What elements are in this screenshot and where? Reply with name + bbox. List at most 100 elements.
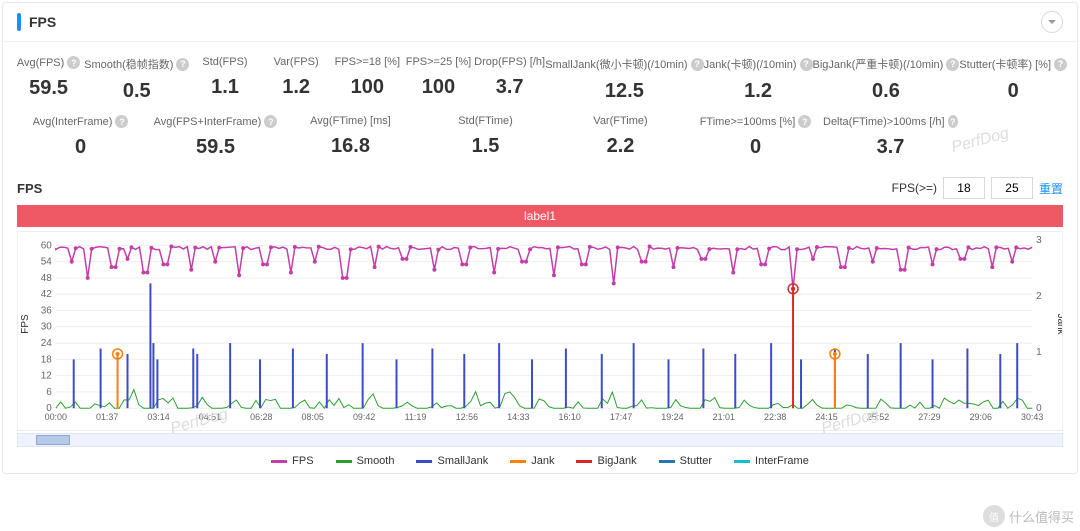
chevron-down-icon (1047, 17, 1057, 27)
help-icon[interactable]: ? (176, 58, 189, 71)
metric: Std(FTime)1.5 (418, 115, 553, 159)
svg-text:60: 60 (41, 240, 53, 251)
legend-label: FPS (292, 455, 313, 467)
metric-value: 16.8 (283, 135, 418, 158)
metric: Jank(卡顿)(/10min)? 1.2 (704, 56, 813, 103)
legend-item[interactable]: Jank (510, 455, 554, 467)
help-icon[interactable]: ? (800, 58, 813, 71)
help-icon[interactable]: ? (67, 56, 80, 69)
metric-label: Jank(卡顿)(/10min)? (704, 56, 813, 72)
legend-label: Stutter (680, 455, 712, 467)
svg-text:FPS: FPS (20, 314, 31, 334)
metric-label: Stutter(卡顿率) [%]? (959, 56, 1067, 72)
metric: FPS>=25 [%] 100 (403, 56, 474, 103)
legend: FPS Smooth SmallJank Jank BigJank Stutter Inte… (17, 455, 1063, 467)
svg-text:21:01: 21:01 (713, 412, 735, 422)
svg-text:14:33: 14:33 (507, 412, 529, 422)
svg-text:19:24: 19:24 (661, 412, 683, 422)
reset-link[interactable]: 重置 (1039, 180, 1063, 197)
metric-label: Smooth(稳帧指数)? (84, 56, 189, 72)
legend-swatch (416, 460, 432, 463)
label-bar: label1 (17, 205, 1063, 227)
legend-label: SmallJank (437, 455, 488, 467)
legend-swatch (271, 460, 287, 463)
metric: Var(FPS) 1.2 (261, 56, 332, 103)
svg-text:24: 24 (41, 338, 53, 349)
svg-text:29:06: 29:06 (970, 412, 992, 422)
metric-value: 1.5 (418, 135, 553, 158)
svg-text:54: 54 (41, 257, 53, 268)
metric-label: Var(FPS) (261, 56, 332, 68)
metric: Delta(FTime)>100ms [/h]?3.7 (823, 115, 958, 159)
help-icon[interactable]: ? (1054, 58, 1067, 71)
legend-item[interactable]: Smooth (336, 455, 395, 467)
legend-item[interactable]: FPS (271, 455, 313, 467)
metric: BigJank(严重卡顿)(/10min)?0.6 (813, 56, 960, 103)
legend-label: Smooth (357, 455, 395, 467)
svg-text:30:43: 30:43 (1021, 412, 1043, 422)
chart-plot[interactable]: 06121824303642485460012300:0001:3703:140… (17, 231, 1063, 431)
legend-label: BigJank (597, 455, 636, 467)
legend-item[interactable]: Stutter (659, 455, 712, 467)
svg-text:16:10: 16:10 (558, 412, 580, 422)
help-icon[interactable]: ? (115, 115, 128, 128)
metric-value: 1.2 (261, 76, 332, 99)
svg-text:01:37: 01:37 (96, 412, 118, 422)
svg-text:04:51: 04:51 (199, 412, 221, 422)
metric-label: FPS>=18 [%] (332, 56, 403, 68)
metric-value: 2.2 (553, 135, 688, 158)
svg-text:6: 6 (46, 387, 52, 398)
metric-value: 0 (959, 80, 1067, 103)
fps-low-input[interactable] (943, 177, 985, 199)
svg-text:Jank: Jank (1055, 314, 1062, 335)
metric-value: 0 (13, 136, 148, 159)
svg-text:36: 36 (41, 305, 53, 316)
fps-high-input[interactable] (991, 177, 1033, 199)
metrics-grid: Avg(FPS)?59.5Smooth(稳帧指数)?0.5Std(FPS)1.1… (3, 42, 1077, 177)
scrollbar-thumb[interactable] (36, 435, 70, 445)
fps-panel: FPS Avg(FPS)?59.5Smooth(稳帧指数)?0.5Std(FPS… (2, 2, 1078, 474)
help-icon[interactable]: ? (264, 115, 277, 128)
metric: Stutter(卡顿率) [%]? 0 (959, 56, 1067, 103)
metric-value: 59.5 (148, 136, 283, 159)
metric: FPS>=18 [%]100 (332, 56, 403, 103)
metric-value: 0.5 (84, 80, 189, 103)
metric-label: Delta(FTime)>100ms [/h]? (823, 115, 958, 128)
svg-text:1: 1 (1036, 347, 1042, 358)
svg-text:24:15: 24:15 (815, 412, 837, 422)
chart-title: FPS (17, 181, 42, 196)
metric-value: 59.5 (13, 77, 84, 100)
help-icon[interactable]: ? (948, 115, 958, 128)
collapse-button[interactable] (1041, 11, 1063, 33)
site-badge: 值什么值得买 (983, 505, 1074, 527)
help-icon[interactable]: ? (798, 115, 811, 128)
metric-value: 100 (403, 76, 474, 99)
svg-text:2: 2 (1036, 291, 1042, 302)
svg-text:48: 48 (41, 273, 53, 284)
help-icon[interactable]: ? (691, 58, 704, 71)
metric: Avg(FPS+InterFrame)?59.5 (148, 115, 283, 159)
help-icon[interactable]: ? (946, 58, 959, 71)
svg-text:22:38: 22:38 (764, 412, 786, 422)
svg-text:11:19: 11:19 (405, 412, 427, 422)
legend-label: InterFrame (755, 455, 809, 467)
panel-title: FPS (29, 14, 56, 30)
svg-text:30: 30 (41, 322, 53, 333)
metric-label: Var(FTime) (553, 115, 688, 127)
metric-label: FPS>=25 [%] (403, 56, 474, 68)
time-scrollbar[interactable] (17, 433, 1063, 447)
legend-item[interactable]: BigJank (576, 455, 636, 467)
legend-swatch (336, 460, 352, 463)
svg-text:25:52: 25:52 (867, 412, 889, 422)
metric-value: 1.2 (704, 80, 813, 103)
metric: Var(FTime) 2.2 (553, 115, 688, 159)
legend-item[interactable]: InterFrame (734, 455, 809, 467)
svg-text:08:05: 08:05 (302, 412, 324, 422)
legend-swatch (659, 460, 675, 463)
svg-text:06:28: 06:28 (250, 412, 272, 422)
metric-label: SmallJank(微小卡顿)(/10min)? (545, 56, 703, 72)
accent-bar (17, 13, 21, 31)
legend-label: Jank (531, 455, 554, 467)
metric: Drop(FPS) [/h]3.7 (474, 56, 545, 103)
legend-item[interactable]: SmallJank (416, 455, 488, 467)
